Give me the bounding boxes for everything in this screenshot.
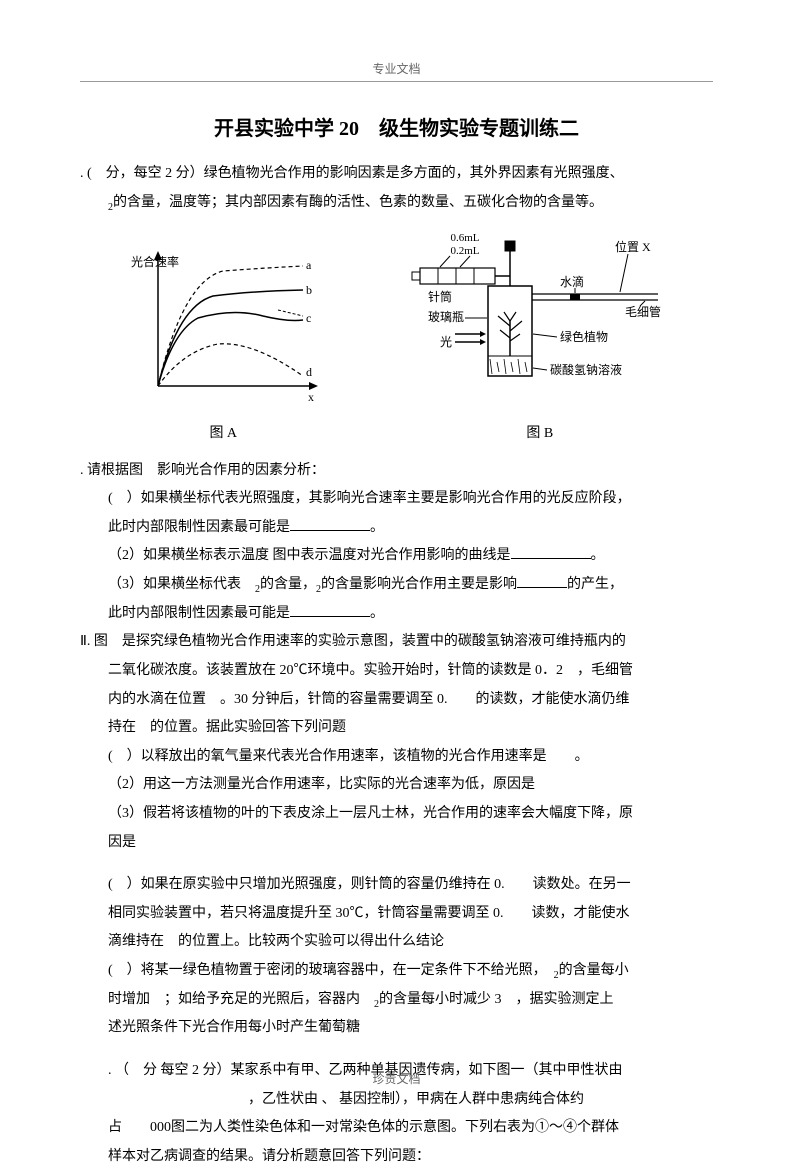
svg-text:玻璃瓶: 玻璃瓶 bbox=[428, 310, 464, 324]
si-3a: （3）如果横坐标代表 2的含量，2的含量影响光合作用主要是影响的产生， bbox=[80, 572, 713, 599]
figure-a-svg: 光合速率 x abc d bbox=[123, 246, 323, 406]
svg-text:c: c bbox=[306, 311, 311, 325]
figure-b-svg: 0.6mL0.2mL 针筒玻璃瓶光 水滴 位置 X 毛细管绿色植物碳酸氢钠溶液 bbox=[410, 226, 670, 406]
blank bbox=[517, 574, 567, 588]
svg-text:光: 光 bbox=[440, 335, 452, 349]
sii-4b: 相同实验装置中，若只将温度提升至 30℃，针筒容量需要调至 0. 读数，才能使水 bbox=[80, 901, 713, 928]
footer-text: 珍贵文档 bbox=[372, 1072, 420, 1086]
svg-text:水滴: 水滴 bbox=[560, 274, 584, 289]
sii-3b: 因是 bbox=[80, 830, 713, 857]
q2-3: 样本对乙病调查的结果。请分析题意回答下列问题： bbox=[80, 1144, 713, 1170]
svg-text:绿色植物: 绿色植物 bbox=[560, 329, 608, 344]
figure-a-label: 图 A bbox=[123, 421, 323, 448]
svg-text:d: d bbox=[306, 365, 312, 379]
sii-5a: ( ）将某一绿色植物置于密闭的玻璃容器中，在一定条件下不给光照， 2的含量每小 bbox=[80, 958, 713, 985]
svg-text:x: x bbox=[308, 390, 314, 404]
header-text: 专业文档 bbox=[372, 62, 420, 76]
blank bbox=[290, 603, 370, 617]
figure-a: 光合速率 x abc d 图 A bbox=[123, 246, 323, 447]
figure-b: 0.6mL0.2mL 针筒玻璃瓶光 水滴 位置 X 毛细管绿色植物碳酸氢钠溶液 图 B bbox=[410, 226, 670, 447]
svg-text:光合速率: 光合速率 bbox=[131, 254, 179, 269]
figure-row: 光合速率 x abc d 图 A 0.6mL0.2mL 针筒玻璃瓶光 水滴 位置 X 毛细管绿… bbox=[80, 226, 713, 447]
svg-text:0.6mL: 0.6mL bbox=[450, 232, 479, 244]
q2-2b: 占 000图二为人类性染色体和一对常染色体的示意图。下列右表为①～④个群体 bbox=[80, 1115, 713, 1142]
sii-4a: ( ）如果在原实验中只增加光照强度，则针筒的容量仍维持在 0. 读数处。在另一 bbox=[80, 872, 713, 899]
sii-head2: 二氧化碳浓度。该装置放在 20℃环境中。实验开始时，针筒的读数是 0．2 ，毛细… bbox=[80, 658, 713, 685]
sii-3a: （3）假若将该植物的叶的下表皮涂上一层凡士林，光合作用的速率会大幅度下降，原 bbox=[80, 801, 713, 828]
si-1b: 此时内部限制性因素最可能是。 bbox=[80, 515, 713, 542]
svg-text:a: a bbox=[306, 258, 312, 272]
doc-title: 开县实验中学 20 级生物实验专题训练二 bbox=[80, 112, 713, 141]
page-header: 专业文档 bbox=[80, 60, 713, 82]
svg-text:b: b bbox=[306, 283, 312, 297]
svg-text:0.2mL: 0.2mL bbox=[450, 245, 479, 257]
sii-2: （2）用这一方法测量光合作用速率，比实际的光合速率为低，原因是 bbox=[80, 772, 713, 799]
document-body: . ( 分，每空 2 分）绿色植物光合作用的影响因素是多方面的，其外界因素有光照… bbox=[80, 161, 713, 1170]
page-footer: 珍贵文档 bbox=[0, 1070, 793, 1087]
sii-4c: 滴维持在 的位置上。比较两个实验可以得出什么结论 bbox=[80, 929, 713, 956]
svg-text:位置 X: 位置 X bbox=[615, 239, 651, 254]
sii-head3: 内的水滴在位置 。30 分钟后，针筒的容量需要调至 0. 的读数，才能使水滴仍维 bbox=[80, 687, 713, 714]
sii-1: ( ）以释放出的氧气量来代表光合作用速率，该植物的光合作用速率是 。 bbox=[80, 744, 713, 771]
svg-text:毛细管: 毛细管 bbox=[625, 304, 661, 319]
svg-text:针筒: 针筒 bbox=[428, 289, 452, 304]
sii-5b: 时增加 ；如给予充足的光照后，容器内 2的含量每小时减少 3 ，据实验测定上 bbox=[80, 987, 713, 1014]
section-i-head: . 请根据图 影响光合作用的因素分析： bbox=[80, 458, 713, 485]
figure-b-label: 图 B bbox=[410, 421, 670, 448]
sii-head4: 持在 的位置。据此实验回答下列问题 bbox=[80, 715, 713, 742]
q2-2: ，乙性状由 、 基因控制），甲病在人群中患病纯合体约 bbox=[80, 1087, 713, 1114]
q1-intro-line1: . ( 分，每空 2 分）绿色植物光合作用的影响因素是多方面的，其外界因素有光照… bbox=[80, 161, 713, 188]
blank bbox=[511, 545, 591, 559]
q1-intro2-text: 的含量，温度等；其内部因素有酶的活性、色素的数量、五碳化合物的含量等。 bbox=[113, 195, 603, 210]
q1-intro-line2: 2的含量，温度等；其内部因素有酶的活性、色素的数量、五碳化合物的含量等。 bbox=[80, 190, 713, 217]
blank bbox=[290, 517, 370, 531]
spacer bbox=[80, 858, 713, 872]
si-1a: ( ）如果横坐标代表光照强度，其影响光合速率主要是影响光合作用的光反应阶段， bbox=[80, 486, 713, 513]
sii-head1: Ⅱ. 图 是探究绿色植物光合作用速率的实验示意图，装置中的碳酸氢钠溶液可维持瓶内… bbox=[80, 629, 713, 656]
spacer bbox=[80, 1044, 713, 1058]
si-3e: 此时内部限制性因素最可能是。 bbox=[80, 601, 713, 628]
si-2: （2）如果横坐标表示温度 图中表示温度对光合作用影响的曲线是。 bbox=[80, 543, 713, 570]
sii-5c: 述光照条件下光合作用每小时产生葡萄糖 bbox=[80, 1015, 713, 1042]
svg-text:碳酸氢钠溶液: 碳酸氢钠溶液 bbox=[550, 362, 622, 377]
